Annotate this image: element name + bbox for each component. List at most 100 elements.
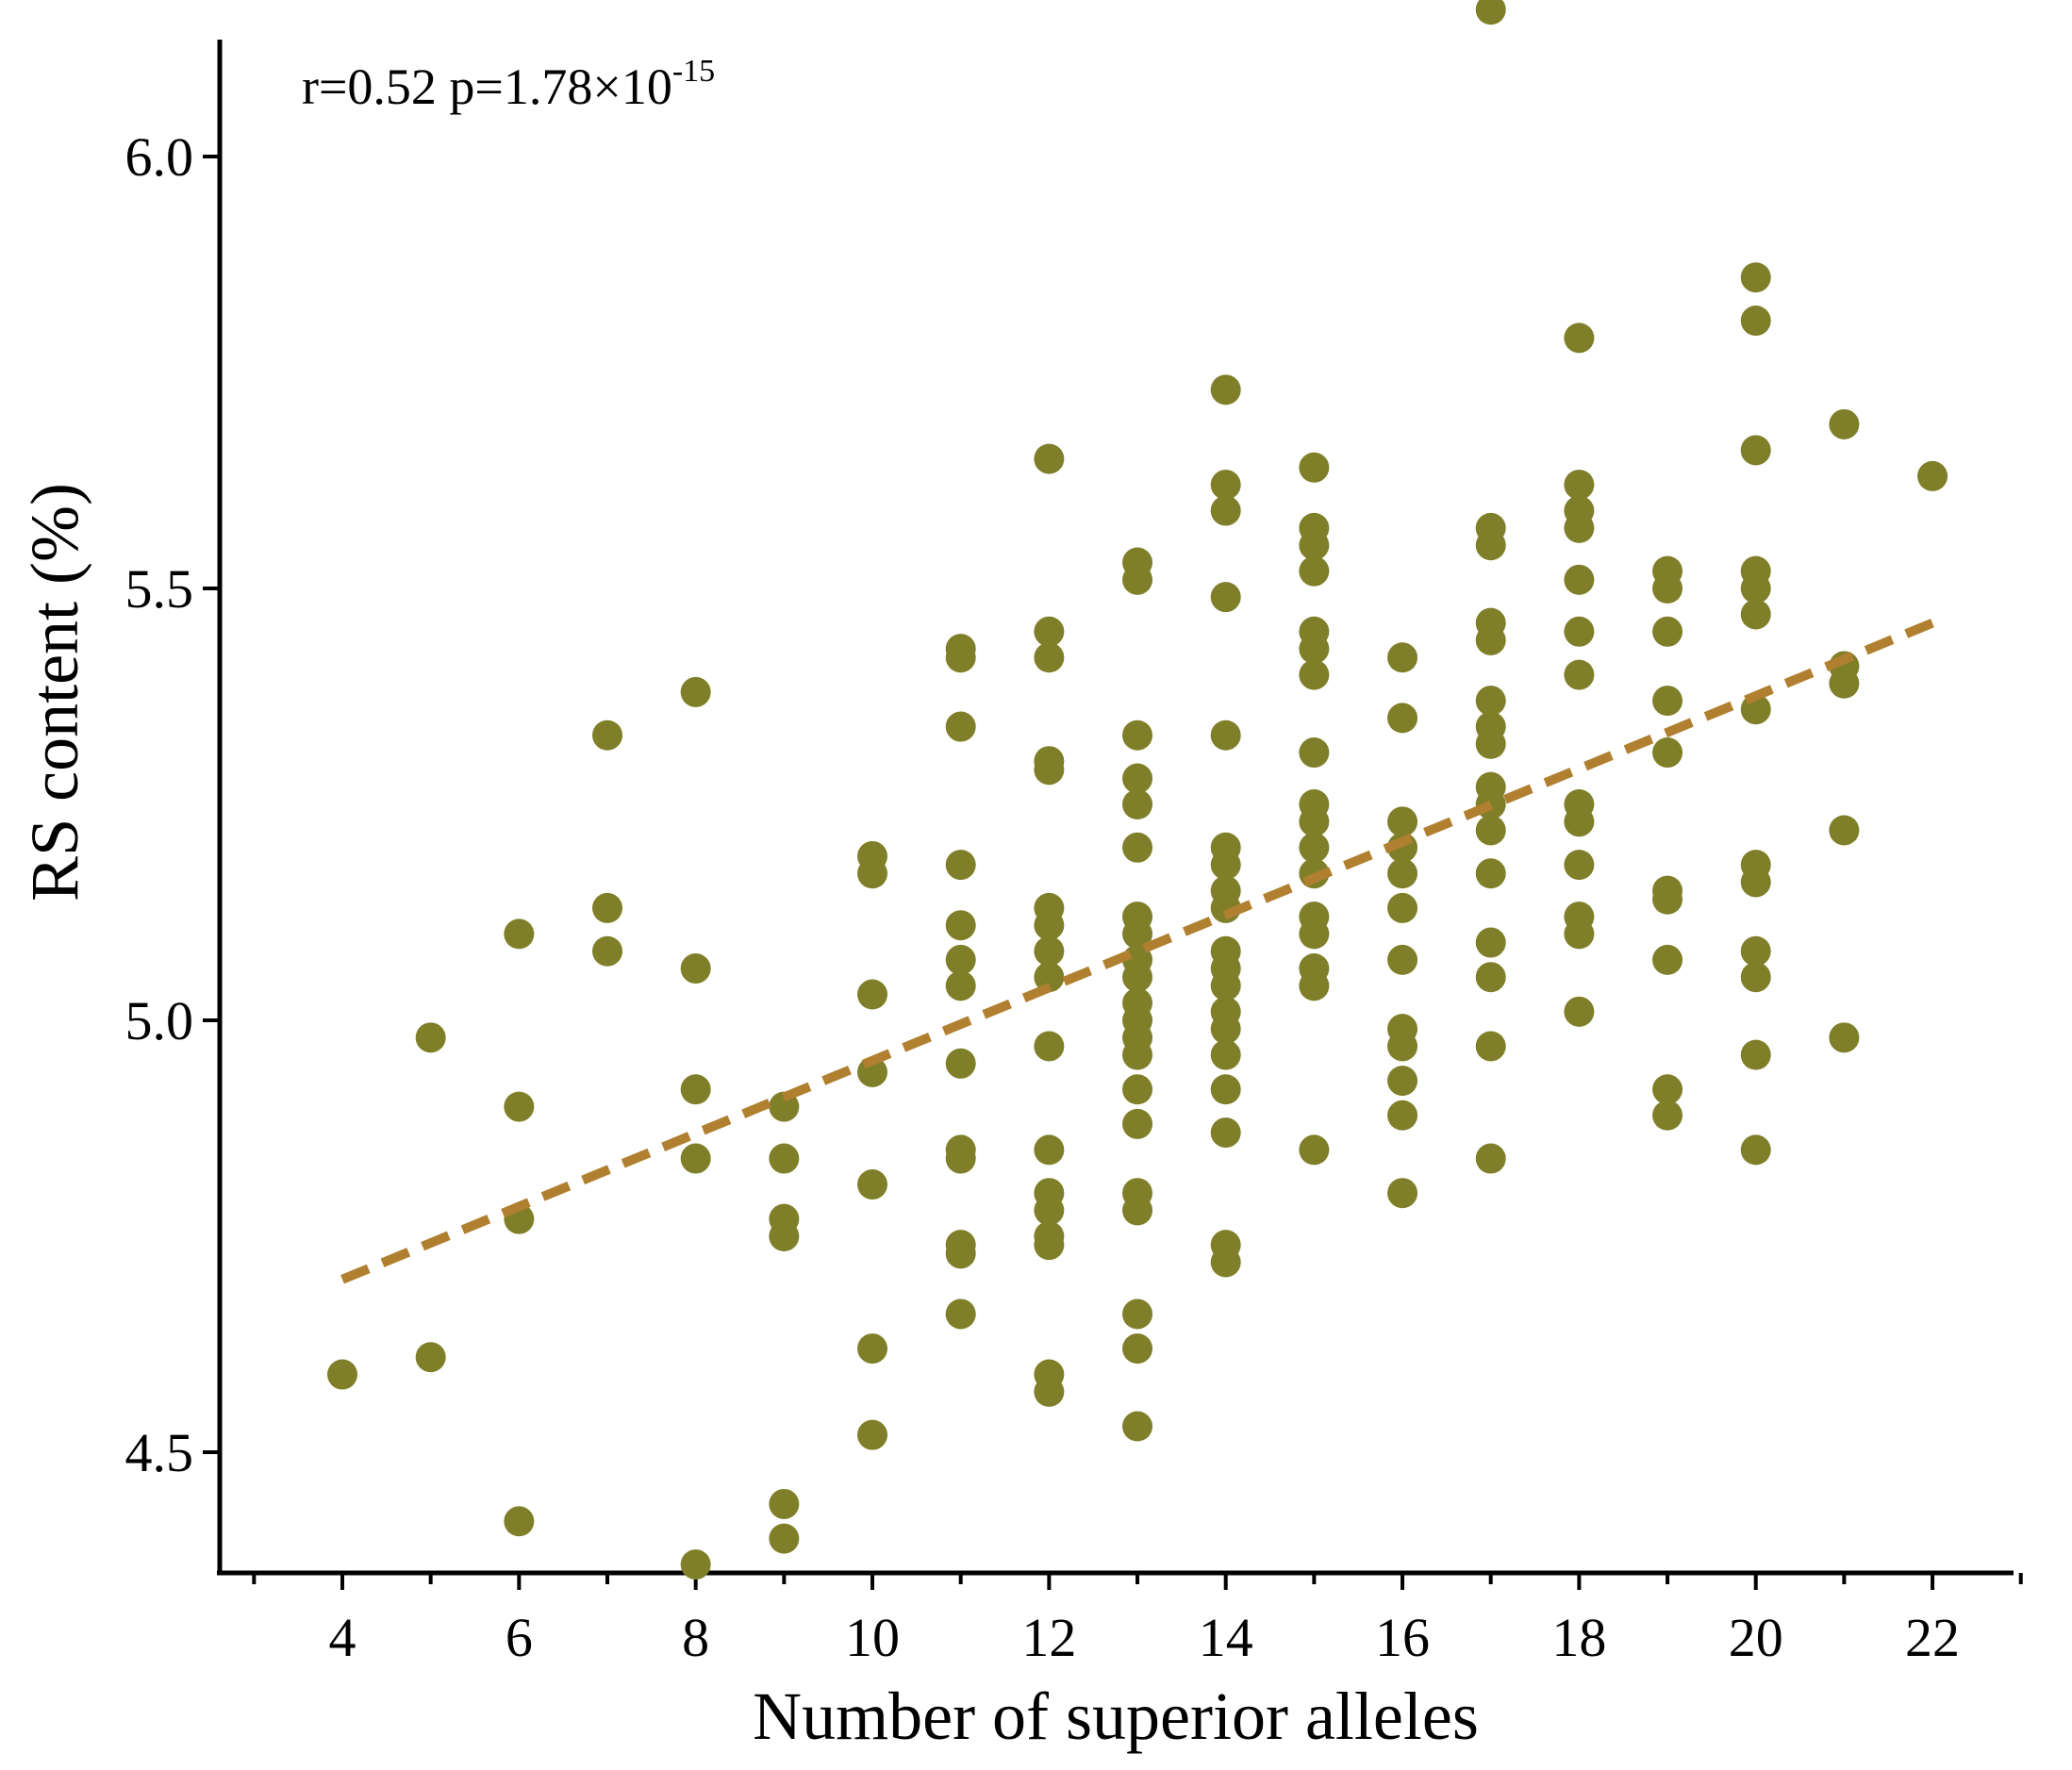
data-point	[1564, 470, 1595, 501]
data-point	[1122, 1108, 1153, 1139]
y-axis-ticks: 4.5 5.0 5.5 6.0	[125, 126, 220, 1483]
data-point	[1034, 1031, 1065, 1062]
data-point	[1299, 806, 1330, 837]
data-point	[1740, 1039, 1771, 1070]
data-point	[945, 944, 976, 975]
data-point	[1564, 616, 1595, 647]
x-axis-title: Number of superior alleles	[753, 1679, 1479, 1754]
data-point	[1210, 1014, 1241, 1045]
data-point	[1210, 495, 1241, 526]
data-point	[1210, 1039, 1241, 1070]
data-point	[1210, 970, 1241, 1001]
data-point	[1740, 573, 1771, 604]
data-point	[1210, 470, 1241, 501]
data-point	[592, 935, 623, 967]
data-point	[945, 970, 976, 1001]
data-point	[1034, 910, 1065, 941]
data-point	[1034, 962, 1065, 993]
data-point	[1034, 443, 1065, 474]
data-point	[945, 642, 976, 673]
data-point	[1475, 962, 1506, 993]
x-tick-label: 12	[1021, 1607, 1076, 1668]
data-point	[1740, 962, 1771, 993]
data-point	[1034, 935, 1065, 967]
data-point	[1564, 512, 1595, 543]
data-point	[857, 1333, 888, 1365]
data-point	[1740, 262, 1771, 293]
data-point	[1122, 789, 1153, 819]
data-point	[1122, 1074, 1153, 1105]
data-point	[1475, 686, 1506, 717]
y-tick-label: 5.5	[125, 558, 194, 620]
data-point	[1034, 1376, 1065, 1407]
data-point	[945, 1238, 976, 1269]
data-point	[857, 1419, 888, 1450]
data-point	[1387, 1178, 1418, 1209]
data-point	[945, 711, 976, 742]
data-point	[1564, 850, 1595, 881]
data-point	[1387, 858, 1418, 889]
data-point	[1387, 944, 1418, 975]
data-point	[1564, 323, 1595, 354]
data-point	[1387, 806, 1418, 837]
data-point	[945, 850, 976, 881]
data-point	[1122, 564, 1153, 595]
y-tick-label: 5.0	[125, 990, 194, 1051]
data-point	[680, 1143, 711, 1174]
data-point	[1652, 1074, 1683, 1105]
data-point	[1299, 1134, 1330, 1166]
data-point	[680, 953, 711, 984]
data-point	[1475, 1031, 1506, 1062]
y-tick-label: 4.5	[125, 1422, 194, 1483]
data-point	[945, 1143, 976, 1174]
data-point	[857, 979, 888, 1010]
data-point	[1034, 1134, 1065, 1166]
x-tick-label: 20	[1729, 1607, 1783, 1668]
data-point	[1475, 858, 1506, 889]
data-point	[1210, 850, 1241, 881]
data-point	[1210, 1117, 1241, 1149]
x-tick-label: 6	[506, 1607, 533, 1668]
data-point	[1475, 624, 1506, 655]
data-point	[1917, 460, 1948, 491]
data-point	[1122, 962, 1153, 993]
data-point	[945, 1299, 976, 1330]
data-point	[1475, 728, 1506, 759]
data-point	[1652, 737, 1683, 769]
data-point	[504, 918, 535, 950]
data-point	[680, 676, 711, 707]
data-point	[1210, 720, 1241, 751]
stats-annotation-main: r=0.52 p=1.78×10	[302, 58, 672, 115]
data-point	[1740, 435, 1771, 466]
data-point	[1299, 832, 1330, 863]
data-point	[1210, 374, 1241, 405]
data-point	[945, 910, 976, 941]
data-point	[1122, 1195, 1153, 1226]
data-point	[1740, 935, 1771, 967]
data-point	[857, 858, 888, 889]
data-point	[1829, 1022, 1860, 1053]
data-point	[1564, 806, 1595, 837]
data-point	[1652, 573, 1683, 604]
data-point	[1387, 1031, 1418, 1062]
data-point	[1122, 720, 1153, 751]
data-point	[1122, 1299, 1153, 1330]
data-point	[592, 720, 623, 751]
x-tick-label: 14	[1199, 1607, 1253, 1668]
data-point	[1299, 634, 1330, 665]
trend-line	[340, 619, 1934, 1284]
data-point	[1387, 1066, 1418, 1097]
data-point	[1740, 867, 1771, 898]
data-point	[1740, 306, 1771, 337]
data-point	[1299, 737, 1330, 769]
y-tick-label: 6.0	[125, 126, 194, 188]
data-point	[1034, 642, 1065, 673]
y-axis-title: RS content (%)	[17, 483, 92, 902]
data-point	[415, 1342, 446, 1373]
data-points	[327, 0, 1948, 1580]
data-point	[1210, 1074, 1241, 1105]
data-point	[1034, 1195, 1065, 1226]
data-point	[769, 1488, 800, 1519]
data-point	[1299, 970, 1330, 1001]
